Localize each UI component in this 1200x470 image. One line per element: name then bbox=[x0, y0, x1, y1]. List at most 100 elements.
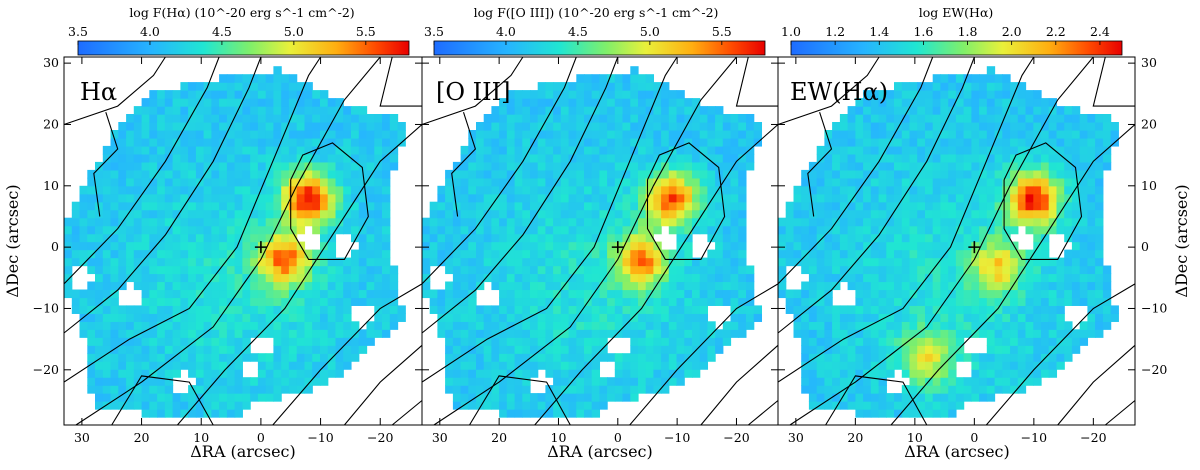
heatmap-cell bbox=[281, 329, 290, 338]
heatmap-cell bbox=[195, 361, 205, 370]
heatmap-cell bbox=[296, 297, 306, 306]
heatmap-cell bbox=[1002, 209, 1011, 219]
heatmap-cell bbox=[584, 257, 593, 267]
heatmap-cell bbox=[886, 169, 895, 179]
heatmap-cell bbox=[545, 185, 554, 195]
heatmap-cell bbox=[1095, 297, 1104, 306]
heatmap-cell bbox=[668, 313, 678, 322]
heatmap-cell bbox=[576, 305, 585, 314]
heatmap-cell bbox=[886, 249, 895, 259]
heatmap-cell bbox=[164, 169, 174, 179]
heatmap-cell bbox=[288, 193, 298, 203]
heatmap-cell bbox=[955, 201, 965, 211]
heatmap-cell bbox=[584, 313, 593, 322]
heatmap-cell bbox=[296, 193, 306, 203]
heatmap-cell bbox=[1095, 193, 1104, 203]
heatmap-cell bbox=[226, 393, 236, 402]
heatmap-cell bbox=[118, 385, 127, 394]
heatmap-cell bbox=[1017, 281, 1027, 291]
heatmap-cell bbox=[476, 257, 485, 267]
heatmap-cell bbox=[901, 401, 911, 410]
heatmap-cell bbox=[157, 361, 166, 370]
heatmap-cell bbox=[110, 169, 119, 179]
heatmap-cell bbox=[746, 305, 755, 314]
heatmap-cell bbox=[203, 289, 212, 299]
heatmap-cell bbox=[1071, 297, 1081, 306]
heatmap-cell bbox=[576, 106, 585, 115]
heatmap-cell bbox=[584, 273, 593, 283]
heatmap-cell bbox=[863, 169, 872, 179]
heatmap-cell bbox=[591, 225, 601, 235]
heatmap-cell bbox=[79, 289, 88, 299]
y-tick-label: 20 bbox=[43, 116, 59, 131]
heatmap-cell bbox=[141, 130, 150, 139]
heatmap-cell bbox=[553, 193, 562, 203]
heatmap-cell bbox=[242, 337, 251, 346]
heatmap-cell bbox=[141, 297, 150, 306]
heatmap-cell bbox=[591, 313, 601, 322]
heatmap-cell bbox=[397, 122, 406, 131]
heatmap-cell bbox=[445, 345, 454, 354]
heatmap-cell bbox=[1025, 153, 1034, 163]
heatmap-cell bbox=[351, 193, 360, 203]
heatmap-cell bbox=[1033, 122, 1042, 131]
heatmap-cell bbox=[668, 217, 678, 227]
heatmap-cell bbox=[925, 289, 934, 299]
heatmap-cell bbox=[870, 169, 880, 179]
heatmap-cell bbox=[599, 353, 608, 362]
heatmap-cell bbox=[506, 241, 516, 251]
heatmap-cell bbox=[1087, 185, 1096, 195]
heatmap-cell bbox=[855, 401, 864, 410]
heatmap-cell bbox=[661, 361, 670, 370]
heatmap-cell bbox=[855, 393, 864, 402]
heatmap-cell bbox=[832, 130, 841, 139]
heatmap-cell bbox=[746, 122, 755, 131]
heatmap-cell bbox=[250, 169, 259, 179]
heatmap-cell bbox=[203, 209, 212, 219]
heatmap-cell bbox=[855, 209, 864, 219]
heatmap-cell bbox=[242, 297, 251, 306]
heatmap-cell bbox=[226, 161, 236, 171]
heatmap-cell bbox=[366, 337, 375, 346]
heatmap-cell bbox=[219, 273, 228, 283]
heatmap-cell bbox=[257, 106, 267, 115]
heatmap-cell bbox=[832, 353, 841, 362]
heatmap-cell bbox=[468, 329, 477, 338]
heatmap-cell bbox=[614, 106, 624, 115]
heatmap-cell bbox=[979, 281, 988, 291]
heatmap-cell bbox=[374, 114, 383, 123]
heatmap-cell bbox=[855, 353, 864, 362]
heatmap-cell bbox=[1071, 249, 1081, 259]
heatmap-cell bbox=[909, 329, 918, 338]
heatmap-cell bbox=[514, 345, 523, 354]
heatmap-cell bbox=[335, 161, 344, 171]
heatmap-cell bbox=[537, 257, 547, 267]
heatmap-cell bbox=[437, 225, 446, 235]
heatmap-cell bbox=[476, 377, 485, 386]
heatmap-cell bbox=[925, 138, 934, 147]
heatmap-cell bbox=[560, 145, 570, 155]
heatmap-cell bbox=[614, 153, 624, 163]
heatmap-cell bbox=[296, 201, 306, 211]
heatmap-cell bbox=[707, 321, 716, 330]
heatmap-cell bbox=[499, 114, 508, 123]
heatmap-cell bbox=[514, 265, 523, 275]
heatmap-cell bbox=[1010, 345, 1019, 354]
heatmap-cell bbox=[149, 201, 158, 211]
heatmap-cell bbox=[257, 169, 267, 179]
heatmap-cell bbox=[335, 305, 344, 314]
heatmap-cell bbox=[180, 257, 189, 267]
heatmap-cell bbox=[653, 193, 662, 203]
heatmap-cell bbox=[668, 169, 678, 179]
heatmap-cell bbox=[257, 297, 267, 306]
heatmap-cell bbox=[793, 201, 802, 211]
heatmap-cell bbox=[994, 353, 1003, 362]
heatmap-cell bbox=[863, 305, 872, 314]
heatmap-cell bbox=[661, 106, 670, 115]
heatmap-cell bbox=[1025, 161, 1034, 171]
heatmap-cell bbox=[560, 289, 570, 299]
heatmap-cell bbox=[1041, 177, 1050, 187]
heatmap-cell bbox=[599, 241, 608, 251]
heatmap-cell bbox=[894, 401, 903, 410]
heatmap-cell bbox=[211, 217, 220, 227]
